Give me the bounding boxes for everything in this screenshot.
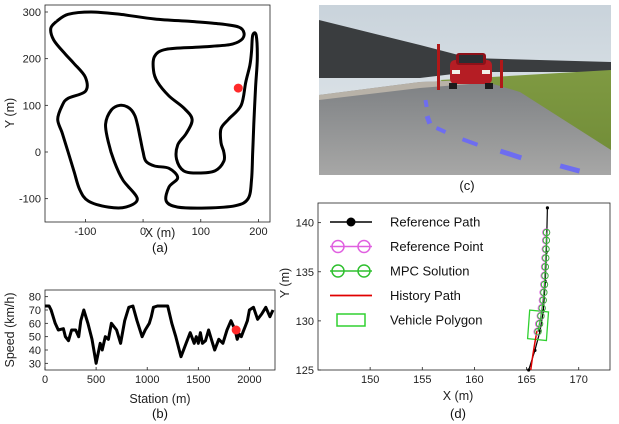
- panel-d-ytick-label: 130: [296, 316, 314, 328]
- panel-a-xtick-label: 200: [249, 226, 267, 238]
- camera-road: [319, 80, 611, 175]
- legend-reference-path-label: Reference Path: [390, 215, 480, 230]
- panel-b-ytick-label: 40: [29, 345, 41, 357]
- panel-b-xlabel: Station (m): [129, 392, 190, 406]
- panel-b-xtick-label: 0: [42, 374, 48, 386]
- legend-reference-point: Reference Point: [330, 239, 484, 254]
- panel-b-xtick-label: 2000: [237, 374, 261, 386]
- panel-d-mpc-point: [535, 320, 544, 328]
- panel-d-ytick-label: 140: [296, 218, 314, 230]
- panel-d-xlabel: X (m): [443, 389, 474, 403]
- legend-vehicle-polygon-label: Vehicle Polygon: [390, 313, 483, 328]
- panel-d-mpc-point: [538, 304, 546, 312]
- panel-d-vehicle-polygon: [526, 309, 550, 342]
- caption-b: (b): [152, 406, 168, 421]
- panel-d-xtick-label: 165: [517, 374, 535, 386]
- panel-a-xlabel: X (m): [145, 226, 176, 240]
- caption-a: (a): [152, 240, 168, 255]
- panel-b-ytick-label: 30: [29, 358, 41, 370]
- panel-a-ytick-label: 100: [23, 100, 41, 112]
- camera-pole-right: [500, 60, 503, 88]
- camera-reference-dashes: [423, 99, 581, 174]
- panel-b-ytick-label: 50: [29, 332, 41, 344]
- legend-mpc-solution: MPC Solution: [330, 264, 469, 279]
- panel-a-ytick-label: 300: [23, 7, 41, 19]
- panel-a-ylabel: Y (m): [3, 98, 17, 128]
- panel-b-speed-line: [45, 304, 275, 365]
- panel-d-mpc-point: [541, 272, 549, 280]
- panel-d-xtick-label: 160: [465, 374, 483, 386]
- panel-d-mpc-point: [542, 254, 550, 262]
- legend-reference-path: Reference Path: [330, 215, 480, 230]
- panel-a-xtick-label: 0: [140, 226, 146, 238]
- panel-d-ytick-label: 125: [296, 365, 314, 377]
- panel-a-ytick-label: 0: [35, 147, 41, 159]
- panel-b-vehicle-marker: [231, 325, 241, 335]
- panel-d-history-path: [529, 330, 538, 371]
- legend-reference-point-label: Reference Point: [390, 239, 484, 254]
- camera-pole-left: [437, 44, 440, 90]
- panel-b-ytick-label: 60: [29, 318, 41, 330]
- panel-d-ylabel: Y (m): [278, 268, 292, 298]
- panel-d-legend: Reference Path Reference Point MPC Solutio…: [330, 215, 484, 328]
- panel-d-mpc-point: [540, 280, 549, 289]
- panel-d-mpc-point: [539, 296, 547, 304]
- legend-history-path: History Path: [330, 288, 461, 303]
- panel-a-track-map: -100 0 100 200 300 200 100 0 -100 X (m) Y (m) (a…: [3, 4, 271, 255]
- panel-b-ytick-label: 80: [29, 292, 41, 304]
- panel-b-ytick-label: 70: [29, 305, 41, 317]
- panel-d-mpc-point: [542, 236, 551, 244]
- panel-d-mpc-point: [542, 245, 550, 253]
- panel-d-mpc-point: [540, 288, 548, 297]
- panel-d-mpc-line: [537, 232, 548, 332]
- panel-a-xtick-label: -100: [74, 226, 96, 238]
- caption-c: (c): [459, 178, 474, 193]
- caption-d: (d): [450, 406, 466, 421]
- legend-vehicle-polygon: Vehicle Polygon: [336, 313, 483, 328]
- panel-b-ylabel: Speed (km/h): [3, 292, 17, 367]
- panel-d-xtick-label: 170: [570, 374, 588, 386]
- panel-d-reference-path-node: [545, 206, 550, 210]
- camera-red-car: [449, 53, 493, 89]
- panel-d-xtick-label: 155: [413, 374, 431, 386]
- panel-b-xtick-label: 1000: [135, 374, 159, 386]
- legend-history-path-label: History Path: [390, 288, 461, 303]
- panel-a-track-path: [49, 10, 259, 210]
- panel-d-mpc-point: [534, 328, 542, 336]
- panel-a-xtick-label: 100: [192, 226, 210, 238]
- panel-d-mpc-point: [537, 312, 545, 320]
- legend-mpc-solution-label: MPC Solution: [390, 264, 469, 279]
- panel-d-axes-box: [317, 202, 611, 371]
- panel-b-xtick-label: 500: [87, 374, 105, 386]
- panel-d-mpc-point: [542, 228, 551, 237]
- panel-d-xtick-label: 150: [361, 374, 379, 386]
- panel-a-vehicle-marker: [233, 83, 243, 93]
- panel-d-reference-path-node: [527, 368, 531, 372]
- panel-c-camera-view: (c): [319, 5, 611, 193]
- camera-left-wall: [319, 20, 611, 78]
- panel-d-ytick-label: 135: [296, 267, 314, 279]
- panel-d-mpc-point: [541, 263, 549, 271]
- panel-a-ytick-label: -100: [19, 194, 41, 206]
- camera-road-edge: [319, 80, 470, 100]
- panel-b-xtick-label: 1500: [186, 374, 210, 386]
- panel-a-ytick-label: 200: [23, 54, 41, 66]
